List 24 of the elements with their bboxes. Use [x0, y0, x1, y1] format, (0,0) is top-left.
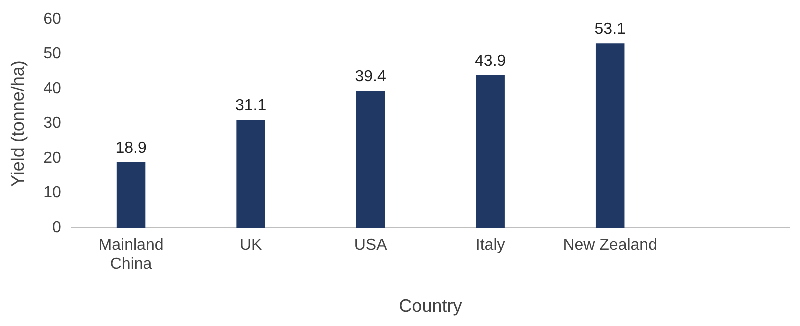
bar: [476, 76, 505, 228]
x-tick-label: Italy: [476, 237, 506, 254]
x-tick-label: USA: [354, 237, 388, 254]
y-tick-label: 40: [44, 80, 62, 98]
data-label: 18.9: [116, 140, 147, 157]
x-axis-title: Country: [399, 296, 462, 316]
x-tick-label: Mainland China: [98, 237, 164, 274]
x-tick-label: New Zealand: [563, 237, 658, 254]
bar: [356, 91, 386, 228]
data-label: 31.1: [235, 97, 267, 114]
y-tick-label: 10: [44, 184, 62, 202]
x-tick-label: UK: [240, 237, 262, 254]
data-label: 43.9: [475, 52, 506, 70]
y-tick-label: 20: [44, 150, 62, 167]
bar: [116, 162, 146, 228]
y-tick-label: 0: [52, 219, 62, 236]
y-tick-label: 30: [44, 115, 62, 132]
y-tick-label: 50: [44, 46, 62, 63]
data-label: 53.1: [594, 20, 626, 38]
y-tick-label: 60: [44, 11, 62, 28]
bar: [596, 44, 625, 228]
y-axis-title: Yield (tonne/ha): [8, 60, 28, 188]
bar: [236, 120, 266, 228]
data-label: 39.4: [355, 68, 386, 86]
